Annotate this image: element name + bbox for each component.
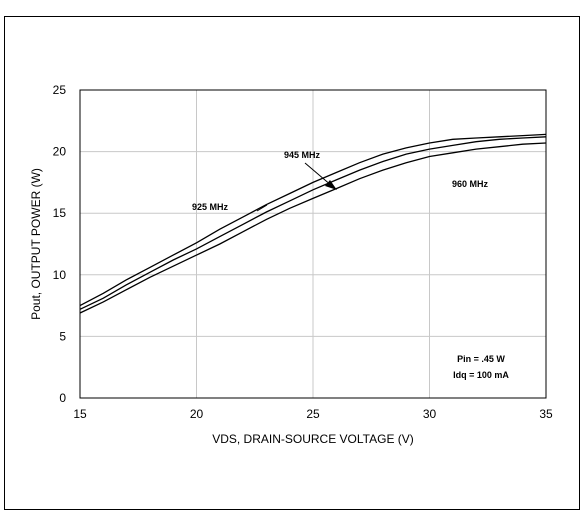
series-line-960-mhz (79, 142, 547, 314)
x-tick-label: 20 (190, 407, 204, 421)
y-tick-labels: 0 5 10 15 20 25 (53, 83, 67, 405)
y-tick-label: 25 (53, 83, 67, 97)
x-tick-label: 15 (73, 407, 87, 421)
y-tick-label: 20 (53, 145, 67, 159)
annotation-pin: Pin = .45 W (457, 354, 505, 364)
x-tick-labels: 15 20 25 30 35 (73, 407, 553, 421)
x-tick-label: 25 (306, 407, 320, 421)
leader-925mhz (256, 204, 268, 212)
x-tick-label: 30 (423, 407, 437, 421)
chart-frame (4, 16, 580, 510)
y-tick-label: 5 (59, 329, 66, 343)
annotation-idq: Idq = 100 mA (453, 370, 509, 380)
x-tick-label: 35 (539, 407, 553, 421)
y-tick-label: 15 (53, 206, 67, 220)
arrow-945mhz (304, 162, 333, 187)
annotation-945mhz: 945 MHz (284, 150, 321, 160)
series-line-925-mhz (79, 133, 547, 307)
arrow-head-945mhz (325, 180, 337, 190)
series-line-945-mhz (79, 136, 547, 310)
y-tick-label: 0 (59, 391, 66, 405)
annotation-960mhz: 960 MHz (452, 179, 489, 189)
x-axis-title: VDS, DRAIN-SOURCE VOLTAGE (V) (212, 432, 414, 446)
y-axis-title: Pout, OUTPUT POWER (W) (29, 168, 43, 320)
y-tick-label: 10 (53, 268, 67, 282)
plot-area-border (79, 89, 547, 399)
series-lines (79, 133, 547, 314)
grid-lines (79, 89, 547, 399)
annotation-925mhz: 925 MHz (192, 202, 229, 212)
